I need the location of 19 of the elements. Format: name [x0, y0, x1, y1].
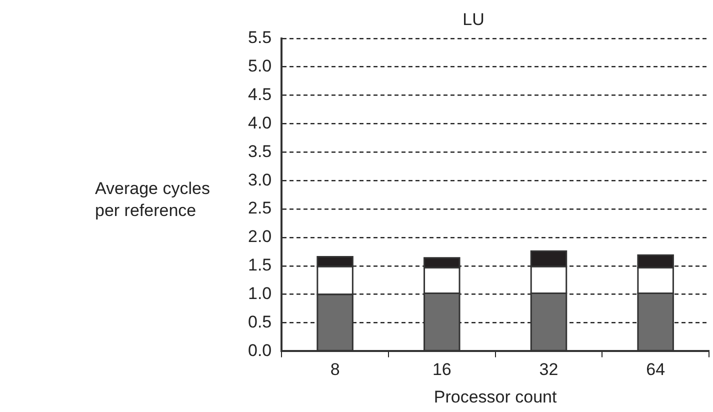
y-tick-label: 4.5 — [248, 84, 272, 104]
x-tick-label: 16 — [432, 360, 452, 380]
x-tick-label: 32 — [539, 360, 558, 380]
x-axis-title: Processor count — [434, 387, 558, 406]
x-tick-label: 8 — [330, 360, 340, 380]
y-tick-label: 0.5 — [248, 312, 272, 332]
y-tick-label: 5.0 — [248, 56, 272, 76]
y-tick-label: 2.0 — [248, 227, 272, 246]
x-tick-label: 64 — [646, 360, 666, 380]
y-tick-label: 3.5 — [248, 142, 272, 161]
y-tick-label: 0.0 — [248, 340, 272, 360]
y-tick-label: 1.0 — [248, 284, 272, 304]
y-axis-title: Average cycles per reference — [95, 178, 211, 222]
y-tick-label: 5.5 — [248, 28, 272, 48]
y-tick-label: 3.0 — [248, 170, 272, 190]
y-tick-label: 4.0 — [248, 113, 272, 132]
y-tick-label: 1.5 — [248, 256, 272, 275]
y-tick-label: 2.5 — [248, 198, 272, 218]
chart-title: LU — [462, 10, 484, 29]
